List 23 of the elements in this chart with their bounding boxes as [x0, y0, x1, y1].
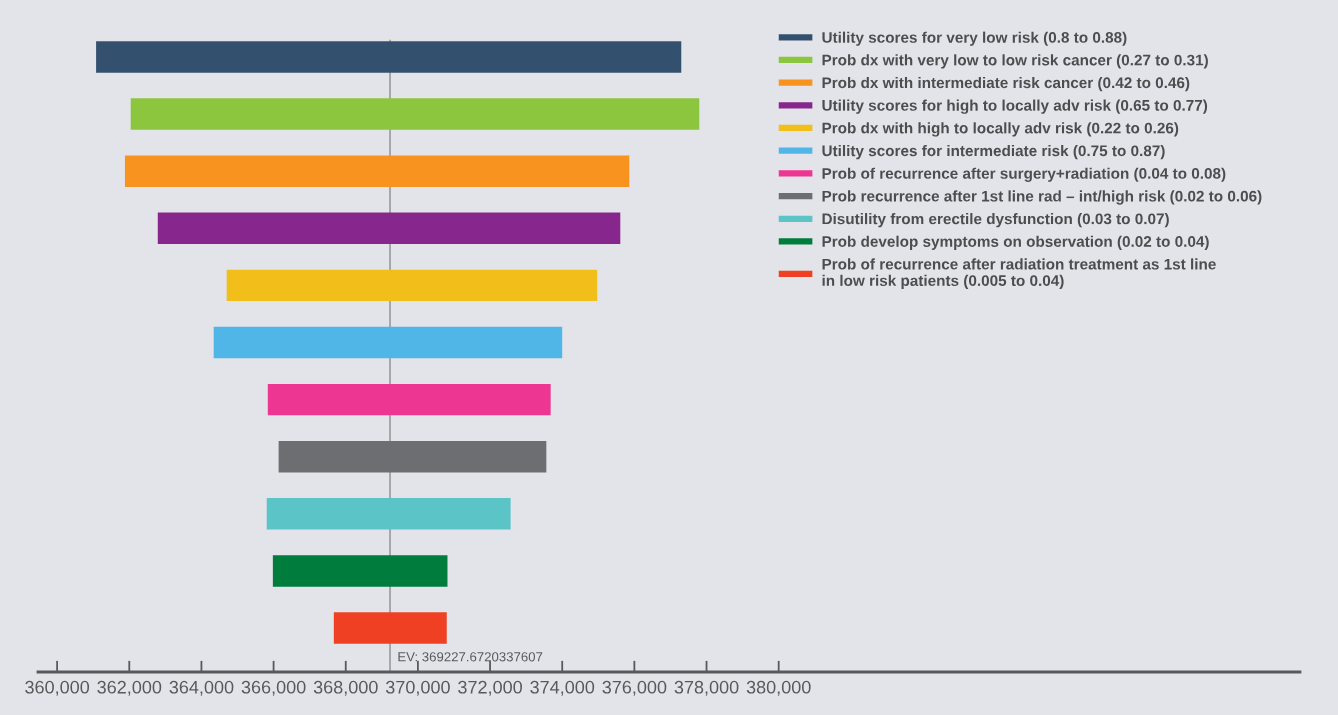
x-tick-label: 364,000: [169, 680, 234, 696]
x-tick-label: 366,000: [241, 680, 306, 696]
x-tick-label: 374,000: [530, 680, 595, 696]
ref-line-label: EV: 369227.6720337607: [398, 652, 543, 662]
x-tick-label: 372,000: [458, 680, 522, 696]
x-tick-label: 376,000: [602, 680, 667, 696]
legend-label: Disutility from erectile dysfunction (0.03 to 0.07): [822, 213, 1169, 228]
legend-label: Prob recurrence after 1st line rad – int/high risk (0.02 to 0.06): [822, 190, 1262, 205]
x-tick-label: 378,000: [674, 680, 739, 696]
legend-label: Prob develop symptoms on observation (0.02 to 0.04): [822, 235, 1209, 250]
x-tick-label: 370,000: [385, 680, 450, 696]
legend-label: Utility scores for intermediate risk (0.75 to 0.87): [822, 144, 1165, 160]
legend-label: Prob of recurrence after radiation treatment as 1st line in low risk patients (0.005 to 0.04): [822, 258, 1216, 290]
legend-label: Prob of recurrence after surgery+radiation (0.04 to 0.08): [822, 167, 1226, 182]
x-tick-label: 380,000: [746, 680, 811, 696]
legend-label: Prob dx with high to locally adv risk (0.22 to 0.26): [822, 122, 1179, 137]
legend-label: Prob dx with intermediate risk cancer (0.42 to 0.46): [822, 76, 1190, 92]
x-tick-label: 360,000: [25, 680, 90, 696]
x-tick-label: 368,000: [313, 680, 378, 696]
legend-label: Utility scores for high to locally adv risk (0.65 to 0.77): [822, 99, 1208, 114]
legend-label: Utility scores for very low risk (0.8 to 0.88): [822, 31, 1127, 46]
x-tick-label: 362,000: [97, 680, 162, 696]
legend-label: Prob dx with very low to low risk cancer (0.27 to 0.31): [822, 54, 1208, 69]
